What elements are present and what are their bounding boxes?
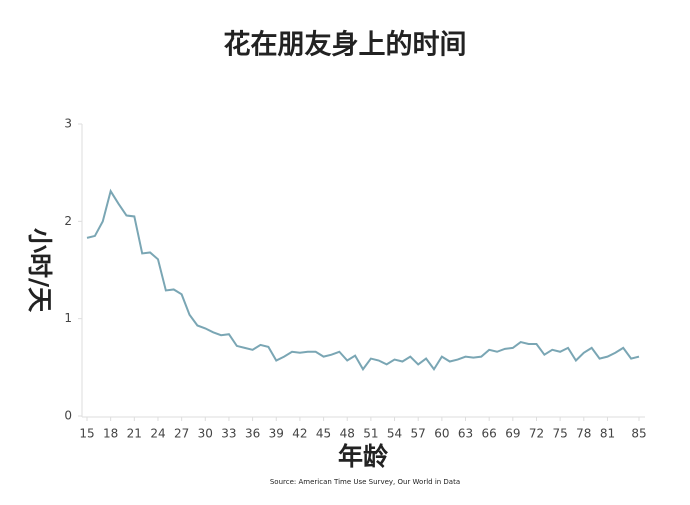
- y-tick-label: 3: [64, 117, 72, 131]
- x-tick-label: 75: [553, 427, 568, 441]
- y-tick-label: 1: [64, 311, 72, 325]
- x-tick-label: 63: [458, 427, 473, 441]
- x-tick-label: 36: [245, 427, 260, 441]
- x-tick-label: 78: [576, 427, 591, 441]
- x-tick-label: 45: [316, 427, 331, 441]
- x-tick-label: 85: [631, 427, 646, 441]
- x-tick-label: 66: [482, 427, 497, 441]
- x-tick-label: 21: [127, 427, 142, 441]
- x-tick-label: 42: [292, 427, 307, 441]
- x-axis-label: 年龄: [338, 442, 389, 471]
- data-line: [86, 188, 640, 372]
- x-tick-label: 51: [363, 427, 378, 441]
- y-axis-label: 小时/天: [25, 228, 54, 312]
- x-tick-label: 57: [411, 427, 426, 441]
- x-tick-label: 48: [340, 427, 355, 441]
- y-tick-label: 0: [64, 409, 72, 423]
- x-tick-label: 69: [505, 427, 520, 441]
- x-tick-label: 39: [269, 427, 284, 441]
- x-tick-label: 72: [529, 427, 544, 441]
- x-tick-label: 27: [174, 427, 189, 441]
- x-tick-label: 60: [434, 427, 449, 441]
- y-tick-label: 2: [64, 214, 72, 228]
- x-tick-label: 30: [198, 427, 213, 441]
- x-tick-label: 18: [103, 427, 118, 441]
- x-tick-label: 81: [600, 427, 615, 441]
- x-tick-label: 15: [79, 427, 94, 441]
- chart-title: 花在朋友身上的时间: [224, 29, 467, 61]
- x-tick-label: 54: [387, 427, 402, 441]
- x-tick-label: 33: [221, 427, 236, 441]
- source-note: Source: American Time Use Survey, Our Wo…: [270, 478, 460, 486]
- x-tick-label: 24: [150, 427, 165, 441]
